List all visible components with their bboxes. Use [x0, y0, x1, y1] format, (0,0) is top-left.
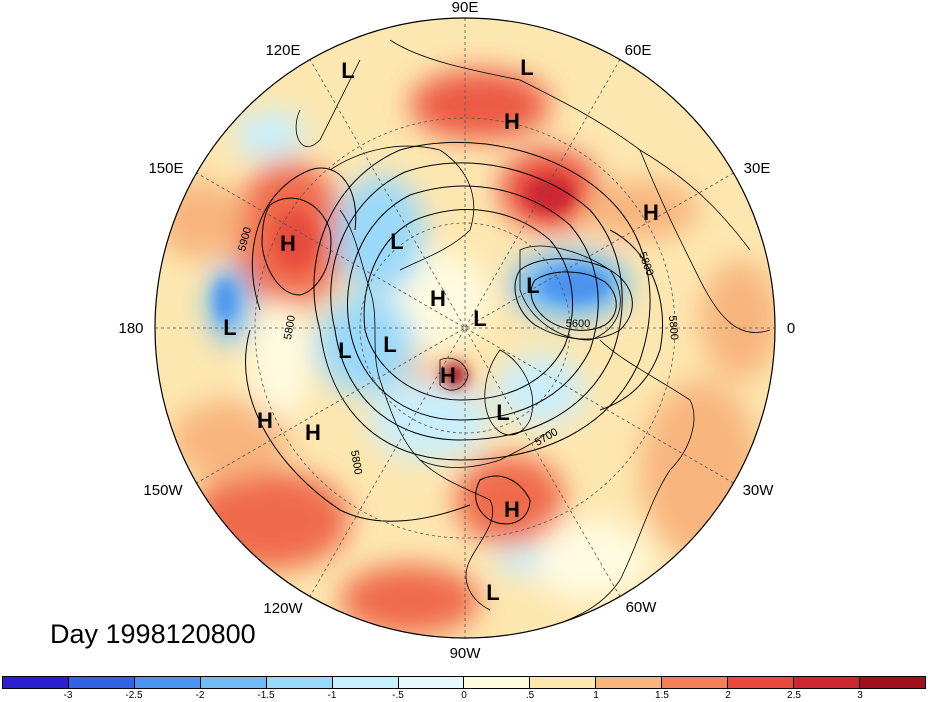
colorbar-tick-label: 3	[857, 690, 863, 701]
lon-label: 60W	[626, 599, 658, 616]
low-center-marker: L	[383, 332, 396, 357]
high-center-marker: H	[643, 200, 659, 225]
colorbar-tick-label: -3	[63, 690, 73, 701]
longitude-labels: 90E 60E 30E 0 30W 60W 90W 120W 150W 180 …	[118, 0, 795, 660]
colorbar-swatch	[859, 677, 925, 688]
low-center-marker: L	[473, 306, 486, 331]
low-center-marker: L	[341, 58, 354, 83]
colorbar-tick-label: -1.5	[257, 690, 275, 701]
colorbar-tick-label: 2	[725, 690, 731, 701]
map-boundary	[154, 17, 776, 639]
day-title: Day 1998120800	[50, 619, 256, 649]
coastlines	[295, 39, 771, 631]
high-center-marker: H	[280, 231, 296, 256]
colorbar-swatch	[200, 677, 267, 688]
low-center-marker: L	[520, 55, 533, 80]
colorbar-swatch	[266, 677, 333, 688]
lon-label: 90W	[450, 645, 482, 660]
colorbar-swatch	[794, 677, 860, 688]
colorbar-tick-label: 0	[461, 690, 467, 701]
pressure-centers: L L H H H L L H L L L L H H H L H L	[223, 55, 659, 605]
high-center-marker: H	[430, 286, 446, 311]
colorbar-tick-label: -2.5	[125, 690, 143, 701]
high-center-marker: H	[440, 363, 456, 388]
lon-label: 150E	[148, 160, 183, 177]
lon-label: 30W	[743, 482, 775, 499]
contour-label: 5800	[282, 314, 298, 340]
high-center-marker: H	[504, 497, 520, 522]
lon-label: 30E	[744, 160, 771, 177]
colorbar-swatch	[68, 677, 135, 688]
low-center-marker: L	[223, 315, 236, 340]
contour-label: 5800	[666, 315, 680, 340]
high-center-marker: H	[305, 420, 321, 445]
lon-label: 120W	[263, 600, 303, 617]
lon-label: 60E	[625, 42, 652, 59]
low-center-marker: L	[526, 273, 539, 298]
colorbar-swatch	[398, 677, 465, 688]
lon-label: 150W	[143, 482, 183, 499]
lon-label: 120E	[265, 42, 300, 59]
colorbar-tick-label: 1.5	[655, 690, 669, 701]
low-center-marker: L	[390, 229, 403, 254]
colorbar-swatch	[530, 677, 597, 688]
height-contours	[245, 141, 664, 525]
colorbar-swatch	[662, 677, 729, 688]
contour-label: 5800	[348, 449, 364, 475]
colorbar-swatch	[596, 677, 663, 688]
colorbar	[2, 676, 926, 689]
high-center-marker: H	[504, 109, 520, 134]
colorbar-tick-label: -1	[327, 690, 337, 701]
contour-label: 5600	[566, 318, 590, 330]
colorbar-swatch	[464, 677, 531, 688]
low-center-marker: L	[496, 400, 509, 425]
polar-map: 90E 60E 30E 0 30W 60W 90W 120W 150W 180 …	[118, 0, 795, 660]
colorbar-swatch	[134, 677, 201, 688]
lon-label: 0	[787, 320, 795, 337]
graticule	[155, 18, 775, 638]
colorbar-swatch	[3, 677, 69, 688]
low-center-marker: L	[338, 338, 351, 363]
colorbar-tick-label: -.5	[392, 690, 404, 701]
high-center-marker: H	[257, 408, 273, 433]
lon-label: 180	[118, 320, 143, 337]
low-center-marker: L	[486, 580, 499, 605]
colorbar-tick-label: 1	[593, 690, 599, 701]
colorbar-swatch	[332, 677, 399, 688]
colorbar-tick-label: -2	[195, 690, 205, 701]
colorbar-tick-label: 2.5	[787, 690, 801, 701]
colorbar-tick-label: .5	[525, 690, 535, 701]
colorbar-swatch	[728, 677, 795, 688]
colorbar-labels: -3 -2.5 -2 -1.5 -1 -.5 0 .5 1 1.5 2 2.5 …	[0, 690, 928, 702]
lon-label: 90E	[452, 0, 479, 16]
